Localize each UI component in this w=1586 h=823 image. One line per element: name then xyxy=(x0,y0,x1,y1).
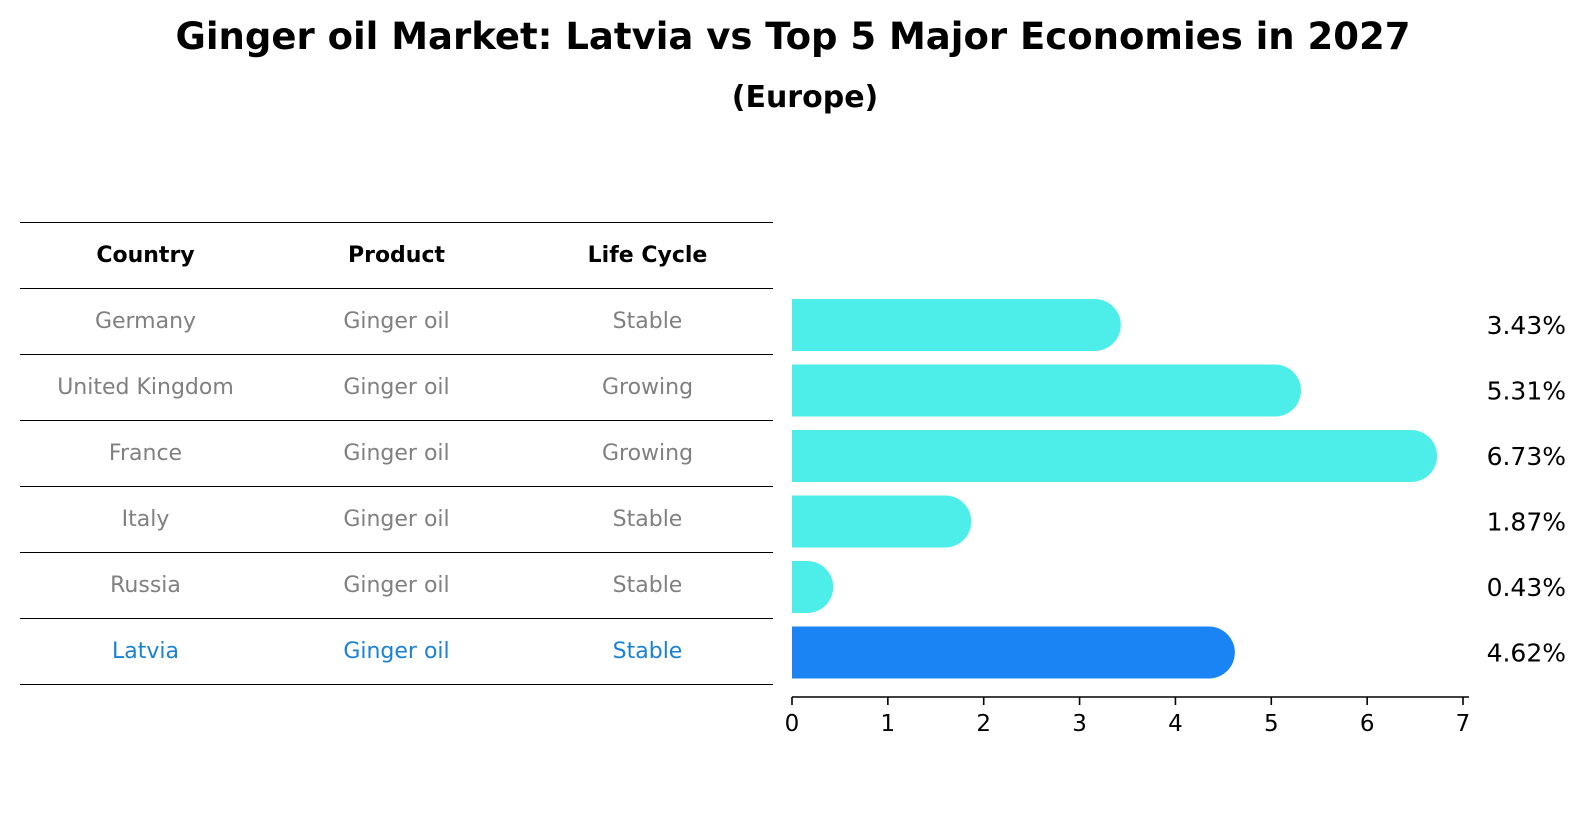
value-label: 4.62% xyxy=(1487,639,1566,668)
header-product: Product xyxy=(347,243,446,268)
value-label: 6.73% xyxy=(1487,442,1566,471)
table-row: United Kingdom Ginger oil Growing xyxy=(20,355,773,421)
cell-country: United Kingdom xyxy=(57,375,234,400)
x-tick-label: 1 xyxy=(881,711,896,737)
chart-subtitle: (Europe) xyxy=(731,80,879,115)
chart-title: Ginger oil Market: Latvia vs Top 5 Major… xyxy=(175,15,1411,58)
cell-country: Latvia xyxy=(112,639,179,664)
cell-life-cycle: Stable xyxy=(612,309,683,334)
table-row: Germany Ginger oil Stable xyxy=(20,289,773,355)
cell-product: Ginger oil xyxy=(343,441,450,466)
cell-product: Ginger oil xyxy=(343,639,450,664)
x-tick-label: 4 xyxy=(1168,711,1183,737)
bar-germany xyxy=(792,299,1121,351)
bar-russia xyxy=(792,561,834,613)
cell-country: Italy xyxy=(121,507,170,532)
x-tick-label: 5 xyxy=(1264,711,1279,737)
bar-france xyxy=(792,430,1438,482)
bar-latvia xyxy=(792,626,1235,679)
table-row: Russia Ginger oil Stable xyxy=(20,553,773,619)
x-tick-label: 7 xyxy=(1456,711,1471,737)
cell-life-cycle: Stable xyxy=(612,507,683,532)
cell-product: Ginger oil xyxy=(343,375,450,400)
cell-country: Russia xyxy=(110,573,181,598)
bar-italy xyxy=(792,495,972,548)
cell-life-cycle: Stable xyxy=(612,573,683,598)
table-header-row: Country Product Life Cycle xyxy=(20,223,773,289)
cell-product: Ginger oil xyxy=(343,573,450,598)
x-tick-label: 2 xyxy=(976,711,991,737)
cell-product: Ginger oil xyxy=(343,507,450,532)
table-row: Italy Ginger oil Stable xyxy=(20,487,773,553)
table-row: France Ginger oil Growing xyxy=(20,421,773,487)
cell-life-cycle: Growing xyxy=(601,375,694,400)
x-tick-label: 0 xyxy=(785,711,800,737)
header-country: Country xyxy=(96,243,195,268)
cell-country: Germany xyxy=(94,309,197,334)
market-table: Country Product Life Cycle Germany Ginge… xyxy=(20,222,773,685)
cell-country: France xyxy=(108,441,183,466)
x-tick-label: 3 xyxy=(1072,711,1087,737)
cell-life-cycle: Stable xyxy=(612,639,683,664)
value-label: 0.43% xyxy=(1487,573,1566,602)
x-tick-label: 6 xyxy=(1360,711,1375,737)
header-life-cycle: Life Cycle xyxy=(587,243,708,268)
value-label: 1.87% xyxy=(1487,508,1566,537)
value-label: 3.43% xyxy=(1487,311,1566,340)
cell-life-cycle: Growing xyxy=(601,441,694,466)
table-row-highlight: Latvia Ginger oil Stable xyxy=(20,619,773,685)
cell-product: Ginger oil xyxy=(343,309,450,334)
bar-united-kingdom xyxy=(792,364,1302,417)
value-label: 5.31% xyxy=(1487,377,1566,406)
